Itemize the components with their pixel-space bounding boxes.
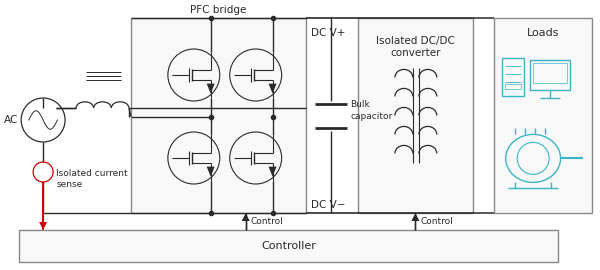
Text: Control: Control [421,217,453,226]
Text: Isolated DC/DC
converter: Isolated DC/DC converter [376,36,455,58]
Text: Isolated current
sense: Isolated current sense [56,169,128,189]
Polygon shape [269,84,277,94]
Text: Bulk
capacitor: Bulk capacitor [350,100,393,120]
Polygon shape [39,222,47,230]
Text: DC V+: DC V+ [311,28,345,38]
Bar [530,60,570,90]
Polygon shape [206,167,215,177]
Text: AC: AC [4,115,18,125]
Text: PFC bridge: PFC bridge [190,5,247,15]
Polygon shape [412,213,419,221]
Polygon shape [269,167,277,177]
Text: Loads: Loads [527,28,559,38]
Polygon shape [206,84,215,94]
Bar [358,18,473,213]
Bar [502,58,524,96]
Text: DC V−: DC V− [311,200,345,210]
Bar [533,63,567,83]
Bar [494,18,592,213]
Text: Controller: Controller [261,241,316,251]
Bar [19,230,558,262]
Text: Control: Control [251,217,283,226]
Bar [131,18,305,213]
Polygon shape [242,213,250,221]
Bar [505,85,521,89]
